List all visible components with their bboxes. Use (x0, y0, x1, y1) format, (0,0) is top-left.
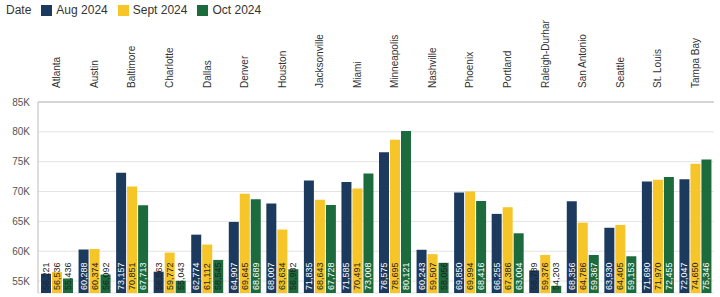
svg-text:80,121: 80,121 (401, 262, 411, 290)
svg-text:63,930: 63,930 (604, 262, 614, 290)
svg-text:61,112: 61,112 (202, 263, 212, 290)
svg-text:68,689: 68,689 (251, 262, 261, 290)
svg-text:56,092: 56,092 (101, 262, 111, 290)
svg-text:66,255: 66,255 (492, 262, 502, 290)
svg-text:55,436: 55,436 (63, 262, 73, 290)
svg-text:72,455: 72,455 (664, 262, 674, 290)
svg-text:70,491: 70,491 (352, 262, 362, 290)
svg-text:56,563: 56,563 (154, 262, 164, 290)
svg-text:Atlanta: Atlanta (51, 56, 62, 88)
svg-text:67,713: 67,713 (138, 262, 148, 290)
svg-text:Charlotte: Charlotte (164, 47, 175, 88)
svg-text:Raleigh-Durham: Raleigh-Durham (540, 20, 551, 88)
svg-text:68,007: 68,007 (266, 262, 276, 290)
svg-text:56,982: 56,982 (288, 262, 298, 290)
svg-text:59,367: 59,367 (589, 262, 599, 290)
svg-text:56,789: 56,789 (529, 262, 539, 290)
svg-text:Portland: Portland (502, 51, 513, 88)
svg-text:54,203: 54,203 (551, 262, 561, 290)
svg-text:Dallas: Dallas (202, 60, 213, 88)
svg-text:85K: 85K (12, 97, 30, 108)
svg-text:67,386: 67,386 (503, 262, 513, 290)
svg-text:68,643: 68,643 (315, 262, 325, 290)
svg-text:70,851: 70,851 (127, 262, 137, 290)
svg-text:70K: 70K (12, 186, 30, 197)
svg-text:72,047: 72,047 (679, 262, 689, 290)
html-text:Date: Date (6, 3, 32, 17)
svg-text:Seattle: Seattle (615, 56, 626, 88)
svg-text:76,575: 76,575 (379, 262, 389, 290)
svg-text:Baltimore: Baltimore (126, 45, 137, 88)
svg-text:71,970: 71,970 (653, 262, 663, 290)
svg-text:62,774: 62,774 (191, 262, 201, 290)
svg-text:St. Louis: St. Louis (652, 49, 663, 88)
svg-text:75,346: 75,346 (701, 262, 711, 290)
svg-text:Houston: Houston (277, 51, 288, 88)
html-text:Aug 2024: Aug 2024 (56, 3, 108, 17)
svg-text:59,772: 59,772 (165, 262, 175, 290)
svg-text:60K: 60K (12, 246, 30, 257)
svg-text:71,690: 71,690 (642, 262, 652, 290)
svg-text:69,645: 69,645 (240, 262, 250, 290)
svg-text:80K: 80K (12, 126, 30, 137)
svg-text:68,356: 68,356 (567, 262, 577, 290)
svg-text:64,907: 64,907 (229, 262, 239, 290)
svg-text:69,850: 69,850 (454, 262, 464, 290)
svg-text:60,288: 60,288 (79, 262, 89, 290)
svg-text:Phoenix: Phoenix (464, 52, 475, 88)
svg-text:60,243: 60,243 (417, 262, 427, 290)
svg-text:Nashville: Nashville (427, 47, 438, 88)
svg-text:69,994: 69,994 (465, 262, 475, 290)
svg-text:59,153: 59,153 (626, 262, 636, 290)
svg-text:56,221: 56,221 (41, 262, 51, 290)
svg-text:71,585: 71,585 (341, 262, 351, 290)
svg-text:Minneapolis: Minneapolis (389, 35, 400, 88)
svg-text:Jacksonville: Jacksonville (314, 34, 325, 88)
svg-text:65K: 65K (12, 216, 30, 227)
html-text:Sept 2024: Sept 2024 (132, 3, 188, 17)
svg-text:Austin: Austin (89, 60, 100, 88)
svg-text:78,695: 78,695 (390, 262, 400, 290)
html-text:Oct 2024: Oct 2024 (212, 3, 262, 17)
svg-text:73,008: 73,008 (363, 262, 373, 290)
svg-text:58,056: 58,056 (439, 262, 449, 290)
svg-text:Miami: Miami (352, 61, 363, 88)
svg-text:63,004: 63,004 (514, 262, 524, 290)
svg-text:74,650: 74,650 (690, 262, 700, 290)
svg-text:59,507: 59,507 (428, 262, 438, 290)
svg-text:67,728: 67,728 (326, 262, 336, 290)
svg-text:64,786: 64,786 (578, 262, 588, 290)
svg-text:55,043: 55,043 (176, 262, 186, 290)
svg-text:75K: 75K (12, 156, 30, 167)
svg-text:59,376: 59,376 (540, 262, 550, 290)
svg-text:58,545: 58,545 (213, 262, 223, 290)
svg-text:San Antonio: San Antonio (577, 34, 588, 88)
svg-text:Tampa Bay: Tampa Bay (690, 38, 701, 88)
svg-text:56,536: 56,536 (52, 262, 62, 290)
svg-text:55K: 55K (12, 276, 30, 287)
svg-text:Denver: Denver (239, 55, 250, 88)
svg-text:63,634: 63,634 (277, 262, 287, 290)
svg-text:73,157: 73,157 (116, 262, 126, 290)
svg-text:64,405: 64,405 (615, 262, 625, 290)
svg-text:60,374: 60,374 (90, 262, 100, 290)
svg-text:68,416: 68,416 (476, 262, 486, 290)
svg-text:71,835: 71,835 (304, 262, 314, 290)
